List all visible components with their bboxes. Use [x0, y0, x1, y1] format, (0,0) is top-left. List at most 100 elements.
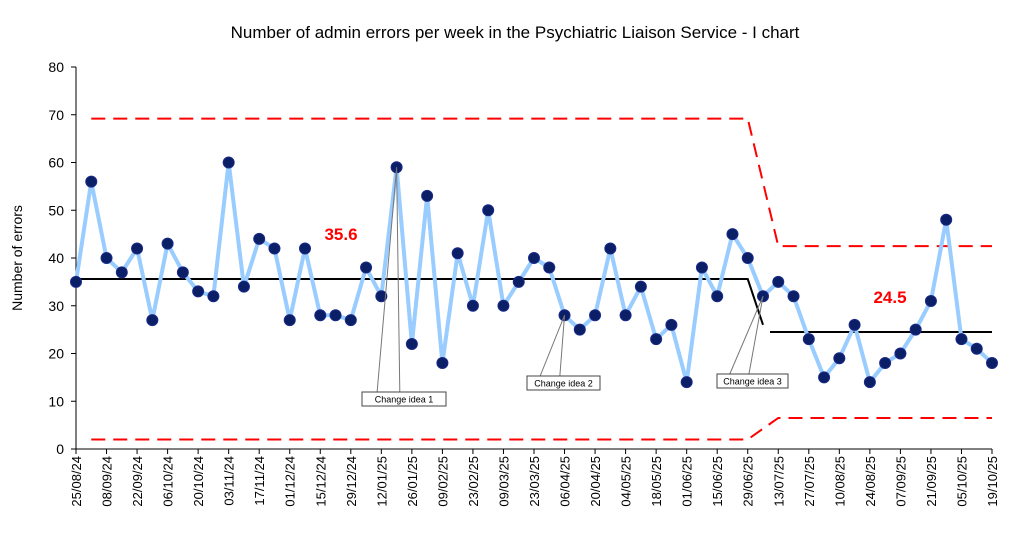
x-tick-label: 19/10/25: [985, 456, 1000, 507]
x-tick-label: 21/09/25: [924, 456, 939, 507]
x-tick-label: 01/12/24: [283, 456, 298, 507]
data-point: [879, 357, 892, 370]
data-point: [253, 232, 266, 245]
data-point: [970, 342, 983, 355]
x-tick-label: 18/05/25: [649, 456, 664, 507]
annotation-box: [361, 391, 447, 407]
data-point: [909, 323, 922, 336]
y-tick-label: 70: [48, 107, 64, 123]
x-tick-label: 06/10/24: [161, 456, 176, 507]
data-point: [314, 309, 327, 322]
y-tick-label: 10: [48, 393, 64, 409]
data-point: [329, 309, 342, 322]
lcl-line: [91, 416, 992, 441]
data-point: [955, 333, 968, 346]
data-point: [482, 204, 495, 217]
data-point: [894, 347, 907, 360]
annotation-leader: [539, 315, 565, 377]
x-tick-label: 25/08/24: [69, 456, 84, 507]
x-tick-label: 29/12/24: [344, 456, 359, 507]
data-point: [237, 280, 250, 293]
data-point: [695, 261, 708, 274]
x-tick-label: 22/09/24: [130, 456, 145, 507]
data-point: [451, 247, 464, 260]
data-point: [161, 237, 174, 250]
data-point: [650, 333, 663, 346]
data-point: [634, 280, 647, 293]
data-point: [100, 252, 113, 264]
annotation-box: [526, 375, 601, 391]
data-point: [665, 318, 678, 331]
data-point: [680, 376, 693, 389]
data-point: [848, 318, 861, 331]
x-tick-label: 03/11/24: [222, 456, 237, 506]
data-point: [924, 294, 937, 307]
x-tick-label: 04/05/25: [619, 456, 634, 507]
x-tick-label: 10/08/25: [832, 456, 847, 507]
data-point: [146, 314, 159, 327]
data-point: [70, 275, 82, 288]
y-tick-label: 50: [48, 202, 64, 218]
y-tick-label: 80: [48, 59, 64, 75]
axes: 0 10 20 30 40 50 60 70 80 25/08/24 08/09/24 22/09/2…: [48, 59, 1000, 507]
data-point: [176, 266, 189, 279]
data-point: [375, 290, 388, 303]
data-point: [741, 252, 754, 264]
y-tick-label: 30: [48, 298, 64, 314]
x-tick-label: 08/09/24: [100, 456, 115, 507]
data-point: [940, 213, 953, 226]
data-series: [70, 156, 998, 389]
data-point: [543, 261, 556, 274]
x-tick-label: 07/09/25: [893, 456, 908, 507]
data-point: [85, 175, 98, 188]
data-point: [115, 266, 128, 279]
annotation-leader: [396, 167, 401, 393]
data-point: [405, 337, 418, 350]
data-point: [207, 290, 220, 303]
data-point: [619, 309, 632, 322]
annotation-label: Change idea 1: [375, 395, 434, 405]
x-tick-label: 01/06/25: [680, 456, 695, 507]
data-point: [604, 242, 617, 255]
y-tick-label: 20: [48, 346, 64, 362]
data-point: [344, 314, 357, 327]
data-point: [726, 228, 739, 241]
x-tick-label: 06/04/25: [558, 456, 573, 507]
x-tick-label: 24/08/25: [863, 456, 878, 507]
x-tick-label: 23/03/25: [527, 456, 542, 507]
data-point: [772, 275, 785, 288]
x-tick-label: 13/07/25: [771, 456, 786, 507]
data-point: [299, 242, 311, 255]
annotation-box: [716, 373, 789, 389]
x-tick-label: 15/06/25: [710, 456, 725, 507]
data-point: [711, 290, 724, 303]
data-point: [863, 376, 876, 389]
series-line: [74, 160, 994, 385]
mean-label-phase-1: 35.6: [324, 225, 357, 244]
data-point: [497, 299, 510, 312]
annotation-leader: [748, 296, 764, 375]
y-tick-label: 0: [56, 441, 64, 457]
x-tick-label: 17/11/24: [252, 456, 267, 506]
data-point: [512, 275, 525, 288]
annotation-leader: [376, 167, 398, 393]
y-tick-label: 60: [48, 155, 64, 171]
annotation-label: Change idea 2: [534, 379, 593, 389]
x-tick-label: 26/01/25: [405, 456, 420, 507]
data-point: [131, 242, 144, 255]
data-point: [528, 252, 540, 264]
mean-label-phase-2: 24.5: [873, 288, 906, 307]
data-point: [466, 299, 479, 312]
x-tick-label: 20/10/24: [191, 456, 206, 507]
annotation-leader: [729, 296, 764, 375]
data-point: [192, 285, 205, 298]
x-tick-label: 09/03/25: [496, 456, 511, 507]
x-tick-label: 15/12/24: [313, 456, 328, 507]
data-point: [573, 323, 586, 336]
annotation-leader: [559, 315, 566, 377]
data-point: [360, 261, 373, 274]
data-point: [589, 309, 602, 322]
data-point: [818, 371, 831, 384]
data-point: [986, 357, 998, 370]
x-tick-label: 09/02/25: [435, 456, 450, 507]
